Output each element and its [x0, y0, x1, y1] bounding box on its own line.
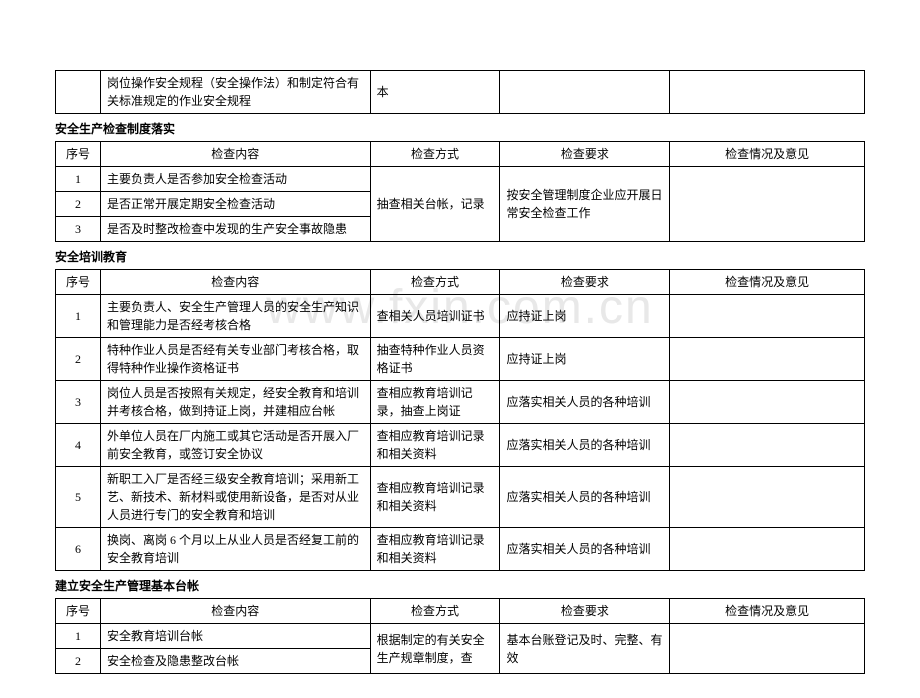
header-content: 检查内容 [100, 599, 370, 624]
cell-seq: 4 [56, 424, 101, 467]
table-row: 1 主要负责人是否参加安全检查活动 抽查相关台帐，记录 按安全管理制度企业应开展… [56, 167, 865, 192]
cell-req [500, 71, 670, 114]
cell-seq: 1 [56, 167, 101, 192]
header-status: 检查情况及意见 [670, 599, 865, 624]
table-row: 3 岗位人员是否按照有关规定，经安全教育和培训并考核合格，做到持证上岗，并建相应… [56, 381, 865, 424]
cell-seq: 6 [56, 528, 101, 571]
top-partial-table: 岗位操作安全规程（安全操作法）和制定符合有关标准规定的作业安全规程 本 [55, 70, 865, 114]
cell-content: 主要负责人、安全生产管理人员的安全生产知识和管理能力是否经考核合格 [100, 295, 370, 338]
cell-status-merged [670, 624, 865, 674]
cell-content: 安全教育培训台帐 [100, 624, 370, 649]
cell-content: 岗位人员是否按照有关规定，经安全教育和培训并考核合格，做到持证上岗，并建相应台帐 [100, 381, 370, 424]
cell-method-merged: 根据制定的有关安全生产规章制度，查 [370, 624, 500, 674]
cell-status [670, 467, 865, 528]
section2-table: 序号 检查内容 检查方式 检查要求 检查情况及意见 1 主要负责人、安全生产管理… [55, 269, 865, 571]
header-req: 检查要求 [500, 599, 670, 624]
cell-content: 岗位操作安全规程（安全操作法）和制定符合有关标准规定的作业安全规程 [100, 71, 370, 114]
cell-content: 换岗、离岗 6 个月以上从业人员是否经复工前的安全教育培训 [100, 528, 370, 571]
cell-status [670, 528, 865, 571]
header-content: 检查内容 [100, 270, 370, 295]
table-header-row: 序号 检查内容 检查方式 检查要求 检查情况及意见 [56, 142, 865, 167]
cell-status-merged [670, 167, 865, 242]
cell-req-merged: 基本台账登记及时、完整、有效 [500, 624, 670, 674]
header-content: 检查内容 [100, 142, 370, 167]
cell-req: 应落实相关人员的各种培训 [500, 424, 670, 467]
cell-method: 本 [370, 71, 500, 114]
header-req: 检查要求 [500, 270, 670, 295]
header-seq: 序号 [56, 270, 101, 295]
header-status: 检查情况及意见 [670, 270, 865, 295]
header-method: 检查方式 [370, 142, 500, 167]
cell-req: 应落实相关人员的各种培训 [500, 381, 670, 424]
table-row: 岗位操作安全规程（安全操作法）和制定符合有关标准规定的作业安全规程 本 [56, 71, 865, 114]
section3-title: 建立安全生产管理基本台帐 [55, 577, 865, 594]
cell-content: 新职工入厂是否经三级安全教育培训；采用新工艺、新技术、新材料或使用新设备，是否对… [100, 467, 370, 528]
header-status: 检查情况及意见 [670, 142, 865, 167]
cell-seq [56, 71, 101, 114]
cell-seq: 2 [56, 338, 101, 381]
cell-method: 抽查特种作业人员资格证书 [370, 338, 500, 381]
section1-title: 安全生产检查制度落实 [55, 120, 865, 137]
cell-req: 应持证上岗 [500, 295, 670, 338]
table-header-row: 序号 检查内容 检查方式 检查要求 检查情况及意见 [56, 599, 865, 624]
cell-method: 查相应教育培训记录和相关资料 [370, 424, 500, 467]
cell-req: 应落实相关人员的各种培训 [500, 467, 670, 528]
cell-method: 查相应教育培训记录和相关资料 [370, 528, 500, 571]
cell-status [670, 295, 865, 338]
cell-seq: 3 [56, 217, 101, 242]
cell-content: 安全检查及隐患整改台帐 [100, 649, 370, 674]
table-row: 2 特种作业人员是否经有关专业部门考核合格，取得特种作业操作资格证书 抽查特种作… [56, 338, 865, 381]
cell-method: 查相关人员培训证书 [370, 295, 500, 338]
cell-content: 外单位人员在厂内施工或其它活动是否开展入厂前安全教育，或签订安全协议 [100, 424, 370, 467]
cell-status [670, 381, 865, 424]
cell-seq: 2 [56, 649, 101, 674]
section3-table: 序号 检查内容 检查方式 检查要求 检查情况及意见 1 安全教育培训台帐 根据制… [55, 598, 865, 674]
cell-status [670, 338, 865, 381]
cell-seq: 1 [56, 624, 101, 649]
cell-content: 主要负责人是否参加安全检查活动 [100, 167, 370, 192]
header-req: 检查要求 [500, 142, 670, 167]
cell-req: 应持证上岗 [500, 338, 670, 381]
cell-content: 是否正常开展定期安全检查活动 [100, 192, 370, 217]
cell-seq: 1 [56, 295, 101, 338]
table-row: 5 新职工入厂是否经三级安全教育培训；采用新工艺、新技术、新材料或使用新设备，是… [56, 467, 865, 528]
table-row: 6 换岗、离岗 6 个月以上从业人员是否经复工前的安全教育培训 查相应教育培训记… [56, 528, 865, 571]
cell-method: 查相应教育培训记录，抽查上岗证 [370, 381, 500, 424]
table-row: 4 外单位人员在厂内施工或其它活动是否开展入厂前安全教育，或签订安全协议 查相应… [56, 424, 865, 467]
section1-table: 序号 检查内容 检查方式 检查要求 检查情况及意见 1 主要负责人是否参加安全检… [55, 141, 865, 242]
table-row: 1 安全教育培训台帐 根据制定的有关安全生产规章制度，查 基本台账登记及时、完整… [56, 624, 865, 649]
cell-seq: 3 [56, 381, 101, 424]
cell-status [670, 424, 865, 467]
cell-method-merged: 抽查相关台帐，记录 [370, 167, 500, 242]
header-seq: 序号 [56, 142, 101, 167]
table-header-row: 序号 检查内容 检查方式 检查要求 检查情况及意见 [56, 270, 865, 295]
cell-req-merged: 按安全管理制度企业应开展日常安全检查工作 [500, 167, 670, 242]
cell-content: 特种作业人员是否经有关专业部门考核合格，取得特种作业操作资格证书 [100, 338, 370, 381]
table-row: 1 主要负责人、安全生产管理人员的安全生产知识和管理能力是否经考核合格 查相关人… [56, 295, 865, 338]
header-method: 检查方式 [370, 599, 500, 624]
cell-content: 是否及时整改检查中发现的生产安全事故隐患 [100, 217, 370, 242]
section2-title: 安全培训教育 [55, 248, 865, 265]
cell-method: 查相应教育培训记录和相关资料 [370, 467, 500, 528]
cell-status [670, 71, 865, 114]
cell-req: 应落实相关人员的各种培训 [500, 528, 670, 571]
cell-seq: 2 [56, 192, 101, 217]
header-seq: 序号 [56, 599, 101, 624]
cell-seq: 5 [56, 467, 101, 528]
header-method: 检查方式 [370, 270, 500, 295]
